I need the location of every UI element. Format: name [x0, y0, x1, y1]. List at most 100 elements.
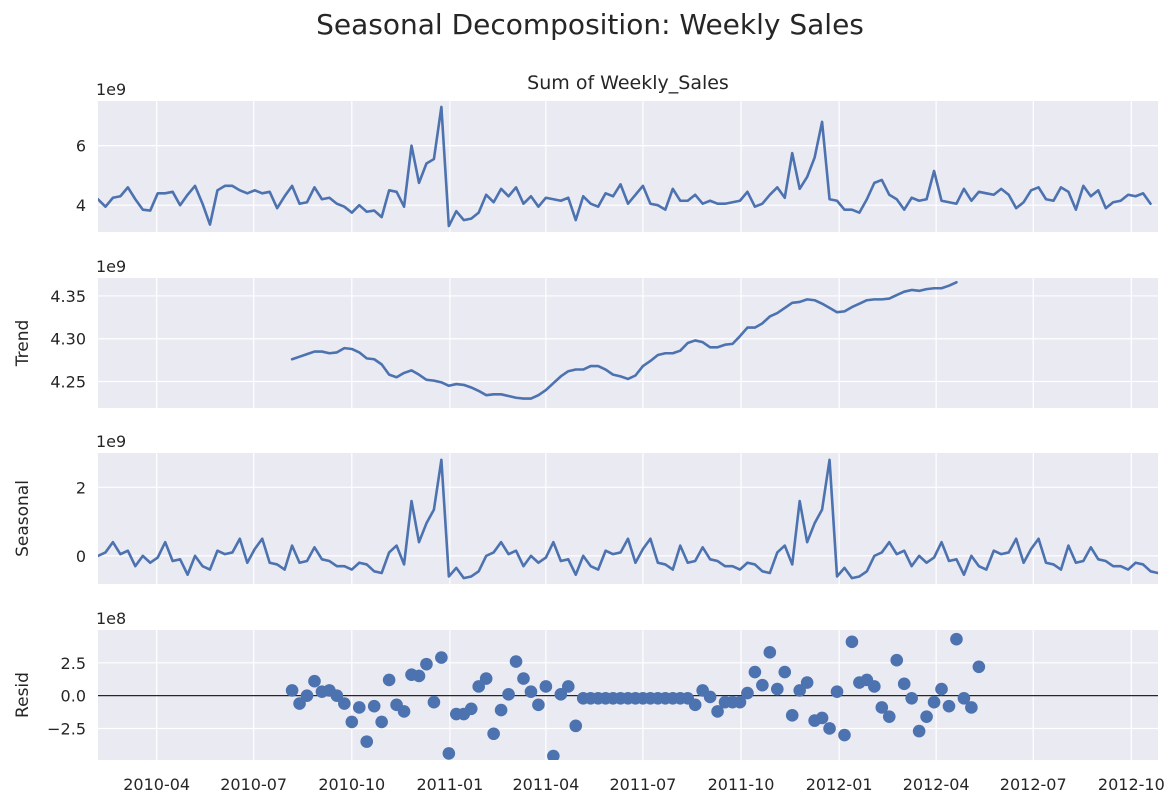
resid-point: [397, 705, 411, 718]
y-tick-label: 2.5: [61, 654, 86, 673]
resid-point: [285, 684, 299, 697]
y-tick-label: 2: [76, 478, 86, 497]
resid-point: [464, 702, 478, 716]
resid-point: [517, 672, 530, 685]
axis-offset-label: 1e9: [96, 432, 126, 451]
y-axis-label: Seasonal: [13, 480, 33, 557]
resid-point: [442, 747, 456, 760]
y-tick-label: 0.0: [61, 687, 86, 706]
panel-observed: 4 6 1e9 Sum of Weekly_Sales: [76, 72, 1158, 232]
resid-point: [830, 685, 844, 699]
resid-point: [420, 657, 433, 671]
resid-point: [345, 715, 359, 729]
resid-point: [845, 635, 859, 649]
resid-point: [435, 651, 448, 664]
resid-point: [965, 701, 978, 714]
x-tick-label: 2010-10: [318, 775, 385, 793]
y-axis-label: Resid: [13, 672, 33, 718]
resid-point: [942, 699, 956, 713]
resid-point: [897, 677, 911, 691]
resid-point: [524, 685, 538, 699]
resid-point: [771, 682, 784, 696]
resid-point: [532, 698, 545, 712]
resid-point: [539, 680, 553, 693]
y-tick-label: 4.35: [50, 287, 86, 306]
x-tick-label: 2012-07: [1000, 775, 1067, 793]
x-tick-label: 2011-10: [708, 775, 775, 793]
resid-point: [823, 722, 836, 735]
resid-point: [375, 715, 388, 729]
resid-point: [875, 701, 889, 714]
panel-title: Sum of Weekly_Sales: [527, 72, 729, 94]
y-tick-label: −2.5: [47, 719, 86, 738]
axis-offset-label: 1e9: [96, 257, 126, 276]
y-axis-label: Trend: [13, 320, 33, 368]
resid-point: [308, 674, 321, 688]
resid-point: [905, 691, 918, 705]
x-axis: 2010-04 2010-07 2010-10 2011-01 2011-04 2011-…: [123, 775, 1165, 793]
series-seasonal: [98, 458, 1158, 580]
panel-seasonal: 0 2 1e9 Seasonal: [13, 432, 1158, 584]
resid-point: [868, 680, 881, 693]
resid-point: [950, 632, 963, 646]
resid-point: [472, 680, 486, 693]
resid-point: [494, 703, 508, 717]
resid-point: [957, 691, 971, 705]
resid-point: [927, 695, 941, 709]
figure-title: Seasonal Decomposition: Weekly Sales: [316, 8, 864, 41]
panel-background: [98, 453, 1158, 584]
panels-group: 4 6 1e9 Sum of Weekly_Sales 4.25 4.30 4.35 1e9 T…: [13, 72, 1158, 760]
panel-resid: −2.5 0.0 2.5 1e8 Resid: [13, 609, 1158, 760]
resid-point: [502, 688, 515, 701]
resid-point: [300, 689, 314, 702]
panel-background: [98, 278, 1158, 408]
resid-point: [427, 695, 441, 709]
x-tick-label: 2011-01: [416, 775, 483, 793]
resid-point: [509, 655, 523, 668]
resid-point: [382, 673, 396, 687]
axis-offset-label: 1e8: [96, 609, 126, 628]
resid-point: [479, 672, 493, 685]
panel-trend: 4.25 4.30 4.35 1e9 Trend: [13, 257, 1158, 408]
trend-line: [290, 280, 958, 400]
resid-point: [703, 690, 717, 704]
resid-point: [330, 689, 344, 702]
resid-point: [569, 719, 583, 733]
resid-point: [711, 705, 724, 718]
resid-point: [561, 680, 575, 693]
resid-point: [748, 665, 762, 679]
resid-point: [920, 710, 933, 723]
resid-point: [547, 749, 560, 760]
resid-point: [763, 646, 777, 659]
x-tick-label: 2012-10: [1098, 775, 1165, 793]
series-observed: [98, 105, 1152, 228]
resid-point: [338, 697, 351, 710]
resid-point: [554, 688, 568, 701]
series-trend: [290, 280, 958, 400]
resid-point: [733, 695, 747, 709]
x-tick-label: 2011-07: [609, 775, 676, 793]
x-tick-label: 2010-04: [123, 775, 190, 793]
resid-point: [487, 727, 500, 741]
resid-point: [785, 709, 799, 722]
series-resid: [285, 632, 986, 760]
resid-point: [935, 682, 948, 696]
resid-point: [972, 660, 986, 674]
resid-point: [293, 697, 306, 710]
x-tick-label: 2012-01: [806, 775, 873, 793]
resid-point: [882, 710, 896, 723]
resid-point: [793, 684, 806, 697]
resid-point: [838, 728, 851, 742]
resid-point: [756, 678, 769, 692]
resid-point: [360, 735, 374, 748]
panel-background: [98, 101, 1158, 232]
resid-point: [778, 665, 792, 679]
resid-point: [815, 711, 829, 725]
y-tick-label: 6: [76, 137, 86, 156]
resid-point: [800, 676, 814, 689]
x-tick-label: 2011-04: [512, 775, 579, 793]
resid-point: [741, 686, 754, 700]
y-tick-label: 4.30: [50, 330, 86, 349]
resid-point: [412, 669, 426, 683]
